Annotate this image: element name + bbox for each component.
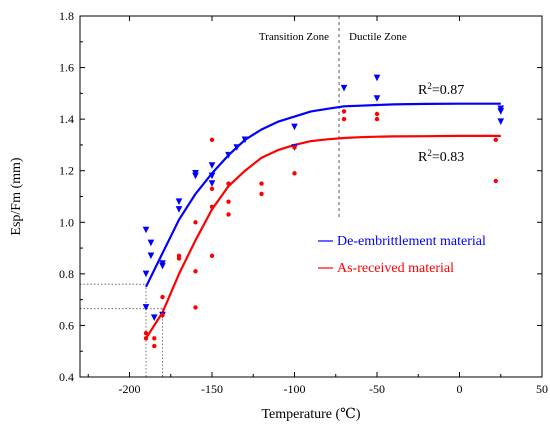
fit-curve-de-embrittlement [145, 102, 501, 288]
data-point-de-embrittlement [142, 304, 150, 311]
data-point-de-embrittlement [241, 136, 249, 144]
data-point-as-received [193, 269, 198, 274]
data-point-as-received [152, 343, 157, 349]
x-tick-label: -200 [119, 382, 141, 396]
r2-letter: R [418, 83, 428, 98]
data-point-as-received [341, 116, 347, 122]
data-point-de-embrittlement [208, 162, 216, 169]
y-tick-label: 0.4 [59, 370, 74, 384]
data-point-as-received [226, 181, 231, 186]
x-tick-label: 0 [457, 382, 463, 396]
r2-superscript: 2 [427, 148, 432, 158]
r2-superscript: 2 [427, 81, 432, 91]
r2-letter: R [418, 150, 428, 165]
data-point-de-embrittlement [150, 314, 158, 321]
x-tick-label: -150 [201, 382, 223, 396]
data-point-de-embrittlement [497, 108, 505, 115]
data-point-as-received [493, 178, 498, 184]
data-point-as-received [259, 191, 264, 197]
transition-zone-label: Transition Zone [259, 31, 329, 43]
plot-frame [79, 15, 543, 378]
fit-curves [145, 102, 501, 339]
y-axis-title: Esp/Fm (mm) [9, 157, 24, 236]
data-point-de-embrittlement [208, 180, 216, 187]
y-tick-label: 1.6 [59, 61, 74, 75]
r2-annotation-blue: R2=0.87 [418, 81, 464, 98]
data-point-as-received [209, 253, 215, 258]
data-point-as-received [341, 109, 347, 114]
data-point-as-received [292, 171, 297, 176]
data-point-as-received [226, 212, 231, 217]
data-points [142, 74, 505, 349]
data-point-as-received [493, 137, 498, 142]
r2-value: =0.83 [432, 150, 464, 165]
data-point-as-received [193, 220, 198, 225]
data-point-as-received [374, 111, 380, 117]
data-point-as-received [193, 305, 198, 310]
x-tick-label: 50 [536, 382, 548, 396]
y-tick-label: 0.6 [59, 318, 74, 332]
data-point-de-embrittlement [233, 144, 241, 151]
x-tick-label: -50 [369, 382, 385, 396]
data-point-de-embrittlement [208, 172, 216, 180]
data-point-as-received [374, 116, 380, 122]
y-tick-label: 0.8 [59, 267, 74, 281]
data-point-de-embrittlement [175, 198, 183, 205]
data-point-de-embrittlement [291, 123, 298, 131]
data-point-as-received [209, 186, 215, 191]
x-tick-label: -100 [284, 382, 306, 396]
data-point-as-received [209, 137, 215, 142]
axes: -200 -150 -100 -50 0 50 0.4 0.6 0.8 1.0 1.2 1.4 1.6 1… [59, 9, 548, 396]
y-tick-label: 1.4 [59, 112, 74, 126]
data-point-as-received [152, 336, 157, 341]
data-point-de-embrittlement [147, 252, 155, 260]
data-point-de-embrittlement [340, 84, 348, 92]
legend: De-embrittlement material As-received ma… [318, 234, 486, 276]
y-tick-label: 1.2 [59, 164, 74, 178]
data-point-as-received [226, 199, 231, 204]
legend-label-de-embrittlement: De-embrittlement material [337, 234, 486, 249]
guide-lines [80, 16, 340, 377]
data-point-as-received [143, 336, 149, 341]
data-point-de-embrittlement [225, 151, 232, 159]
r2-annotation-red: R2=0.83 [418, 148, 464, 165]
data-point-de-embrittlement [192, 172, 199, 180]
data-point-de-embrittlement [142, 226, 150, 234]
x-axis-title: Temperature (℃) [261, 407, 360, 422]
data-point-de-embrittlement [159, 262, 166, 270]
data-point-de-embrittlement [373, 95, 381, 102]
data-point-de-embrittlement [175, 206, 183, 213]
r2-value: =0.87 [432, 83, 464, 98]
y-tick-label: 1.8 [59, 9, 74, 23]
data-point-de-embrittlement [497, 118, 505, 125]
data-point-as-received [209, 204, 215, 209]
data-point-as-received [160, 294, 165, 300]
legend-label-as-received: As-received material [337, 261, 454, 276]
y-tick-label: 1.0 [59, 215, 74, 229]
ductile-zone-label: Ductile Zone [349, 31, 407, 43]
data-point-as-received [143, 331, 149, 336]
data-point-as-received [292, 145, 297, 150]
data-point-de-embrittlement [147, 239, 155, 247]
data-point-de-embrittlement [373, 74, 381, 82]
data-point-as-received [176, 256, 182, 261]
data-point-de-embrittlement [142, 270, 150, 278]
data-point-as-received [160, 312, 165, 318]
data-point-as-received [259, 181, 264, 186]
